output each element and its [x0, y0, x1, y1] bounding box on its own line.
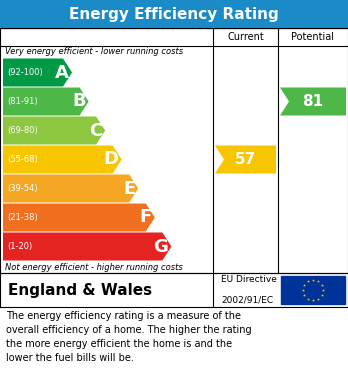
Text: (39-54): (39-54) [7, 184, 38, 193]
Text: (21-38): (21-38) [7, 213, 38, 222]
Polygon shape [3, 145, 122, 174]
Text: 2002/91/EC: 2002/91/EC [221, 296, 273, 305]
Polygon shape [3, 88, 89, 115]
Text: E: E [123, 179, 135, 197]
Text: (1-20): (1-20) [7, 242, 32, 251]
Text: (55-68): (55-68) [7, 155, 38, 164]
Text: 57: 57 [235, 152, 256, 167]
Text: B: B [72, 93, 86, 111]
Polygon shape [3, 59, 72, 86]
Text: (69-80): (69-80) [7, 126, 38, 135]
Text: C: C [89, 122, 102, 140]
Bar [0, 0, 348, 28]
Text: (81-91): (81-91) [7, 97, 38, 106]
Text: Potential: Potential [292, 32, 334, 42]
Text: EU Directive: EU Directive [221, 276, 277, 285]
Text: A: A [55, 63, 69, 81]
Text: England & Wales: England & Wales [8, 283, 152, 298]
Text: G: G [153, 237, 168, 255]
Text: Current: Current [227, 32, 264, 42]
Polygon shape [215, 145, 276, 174]
Polygon shape [3, 233, 172, 260]
Text: (92-100): (92-100) [7, 68, 43, 77]
Text: The energy efficiency rating is a measure of the
overall efficiency of a home. T: The energy efficiency rating is a measur… [6, 311, 252, 363]
Polygon shape [3, 203, 155, 231]
Text: Energy Efficiency Rating: Energy Efficiency Rating [69, 7, 279, 22]
Polygon shape [3, 174, 138, 203]
Text: 81: 81 [302, 94, 324, 109]
Polygon shape [3, 117, 105, 145]
Polygon shape [280, 88, 346, 115]
Text: Not energy efficient - higher running costs: Not energy efficient - higher running co… [5, 262, 183, 271]
Text: Very energy efficient - lower running costs: Very energy efficient - lower running co… [5, 47, 183, 57]
Bar [281, 276, 345, 304]
Text: D: D [104, 151, 119, 169]
Text: F: F [140, 208, 152, 226]
